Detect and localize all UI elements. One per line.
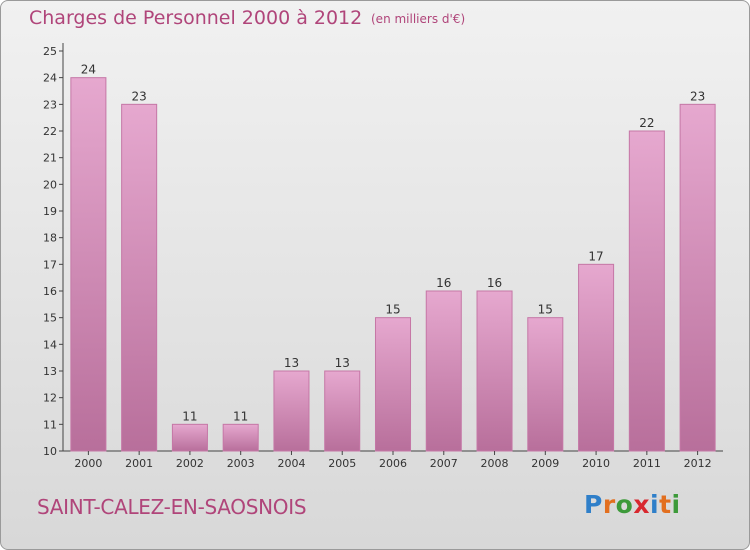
y-tick-label: 18 [43, 232, 57, 245]
bar [70, 77, 107, 452]
y-tick-label: 16 [43, 285, 57, 298]
logo-letter: o [615, 490, 634, 519]
y-tick-label: 21 [43, 152, 57, 165]
y-tick-label: 15 [43, 312, 57, 325]
logo-letter: r [602, 490, 616, 519]
bar [578, 263, 615, 452]
x-tick-label: 2001 [125, 457, 153, 470]
data-label: 11 [182, 409, 197, 423]
data-label: 16 [487, 276, 502, 290]
bar [273, 370, 310, 452]
y-tick-label: 23 [43, 98, 57, 111]
bar [628, 130, 665, 452]
bar [324, 370, 361, 452]
chart-subtitle: (en milliers d'€) [371, 12, 466, 26]
data-label: 15 [385, 303, 400, 317]
data-label: 15 [538, 303, 553, 317]
data-label: 23 [132, 89, 147, 103]
proxiti-logo: Proxiti [584, 490, 681, 519]
x-tick-label: 2006 [379, 457, 407, 470]
data-label: 13 [335, 356, 350, 370]
bar [476, 290, 513, 452]
logo-letter: t [659, 490, 672, 519]
y-tick-label: 25 [43, 45, 57, 58]
x-tick-label: 2009 [531, 457, 559, 470]
x-tick-label: 2010 [582, 457, 610, 470]
data-label: 24 [81, 63, 96, 77]
data-label: 23 [690, 89, 705, 103]
bar [222, 423, 259, 452]
x-tick-label: 2002 [176, 457, 204, 470]
y-tick-label: 20 [43, 178, 57, 191]
bar [121, 103, 158, 452]
bar [171, 423, 208, 452]
x-tick-label: 2012 [684, 457, 712, 470]
y-tick-label: 22 [43, 125, 57, 138]
x-tick-label: 2007 [430, 457, 458, 470]
logo-letter: i [650, 490, 660, 519]
bar [679, 103, 716, 452]
y-tick-label: 17 [43, 258, 57, 271]
x-tick-label: 2004 [277, 457, 305, 470]
data-label: 13 [284, 356, 299, 370]
x-tick-label: 2011 [633, 457, 661, 470]
x-tick-label: 2003 [227, 457, 255, 470]
data-label: 17 [588, 249, 603, 263]
x-tick-label: 2008 [481, 457, 509, 470]
logo-letter: i [671, 490, 681, 519]
chart-title: Charges de Personnel 2000 à 2012 [29, 7, 363, 29]
x-tick-label: 2005 [328, 457, 356, 470]
y-tick-label: 12 [43, 392, 57, 405]
data-label: 16 [436, 276, 451, 290]
y-tick-label: 14 [43, 338, 57, 351]
data-label: 22 [639, 116, 654, 130]
y-tick-label: 24 [43, 72, 57, 85]
y-tick-label: 19 [43, 205, 57, 218]
y-tick-label: 10 [43, 445, 57, 458]
logo-letter: x [633, 490, 650, 519]
bar [527, 317, 564, 452]
x-tick-label: 2000 [74, 457, 102, 470]
logo-letter: P [584, 490, 603, 519]
commune-name: SAINT-CALEZ-EN-SAOSNOIS [37, 495, 307, 519]
y-tick-label: 11 [43, 418, 57, 431]
bar [425, 290, 462, 452]
y-tick-label: 13 [43, 365, 57, 378]
data-label: 11 [233, 409, 248, 423]
bar [374, 317, 412, 452]
